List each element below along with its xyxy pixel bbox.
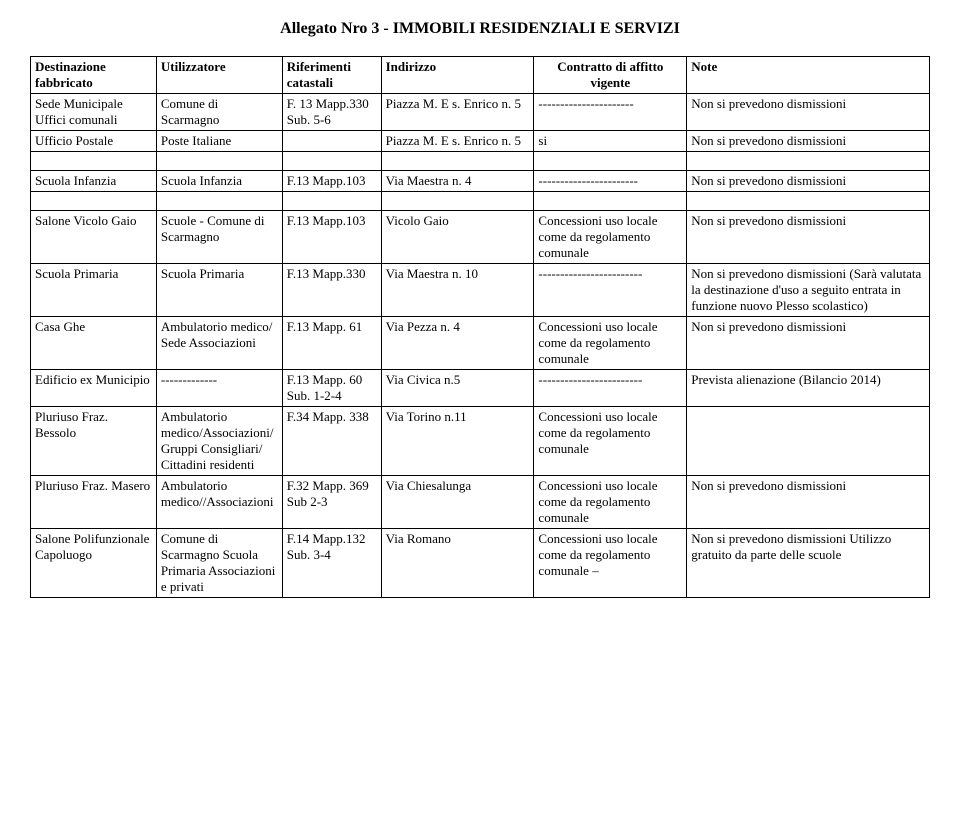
properties-table: Destinazione fabbricato Utilizzatore Rif…	[30, 56, 930, 598]
table-row: Scuola InfanziaScuola InfanziaF.13 Mapp.…	[31, 171, 930, 192]
cell-c6: Non si prevedono dismissioni	[687, 211, 930, 264]
col-indirizzo: Indirizzo	[381, 57, 534, 94]
col-utilizzatore: Utilizzatore	[156, 57, 282, 94]
spacer-cell	[534, 152, 687, 171]
cell-c2: Poste Italiane	[156, 131, 282, 152]
cell-c5: ------------------------	[534, 370, 687, 407]
cell-c2: Ambulatorio medico/ Sede Associazioni	[156, 317, 282, 370]
cell-c2: Scuola Infanzia	[156, 171, 282, 192]
cell-c1: Casa Ghe	[31, 317, 157, 370]
cell-c5: Concessioni uso locale come da regolamen…	[534, 211, 687, 264]
cell-c3: F.13 Mapp.103	[282, 171, 381, 192]
spacer-cell	[282, 152, 381, 171]
cell-c2: Scuole - Comune di Scarmagno	[156, 211, 282, 264]
spacer-cell	[687, 192, 930, 211]
spacer-cell	[381, 192, 534, 211]
cell-c3: F. 13 Mapp.330 Sub. 5-6	[282, 94, 381, 131]
cell-c1: Edificio ex Municipio	[31, 370, 157, 407]
cell-c6: Prevista alienazione (Bilancio 2014)	[687, 370, 930, 407]
spacer-cell	[156, 192, 282, 211]
table-row: Pluriuso Fraz. MaseroAmbulatorio medico/…	[31, 476, 930, 529]
cell-c4: Via Pezza n. 4	[381, 317, 534, 370]
cell-c3: F.13 Mapp.330	[282, 264, 381, 317]
cell-c5: ----------------------	[534, 94, 687, 131]
cell-c6: Non si prevedono dismissioni (Sarà valut…	[687, 264, 930, 317]
table-spacer-row	[31, 192, 930, 211]
cell-c6: Non si prevedono dismissioni	[687, 476, 930, 529]
cell-c5: ------------------------	[534, 264, 687, 317]
cell-c1: Pluriuso Fraz. Masero	[31, 476, 157, 529]
table-header-row: Destinazione fabbricato Utilizzatore Rif…	[31, 57, 930, 94]
cell-c4: Via Romano	[381, 529, 534, 598]
table-row: Salone Polifunzionale CapoluogoComune di…	[31, 529, 930, 598]
cell-c6: Non si prevedono dismissioni	[687, 317, 930, 370]
cell-c3: F.14 Mapp.132 Sub. 3-4	[282, 529, 381, 598]
cell-c1: Scuola Primaria	[31, 264, 157, 317]
col-riferimenti: Riferimenti catastali	[282, 57, 381, 94]
cell-c3	[282, 131, 381, 152]
cell-c3: F.13 Mapp. 61	[282, 317, 381, 370]
cell-c2: Comune di Scarmagno	[156, 94, 282, 131]
cell-c1: Sede Municipale Uffici comunali	[31, 94, 157, 131]
cell-c5: Concessioni uso locale come da regolamen…	[534, 407, 687, 476]
spacer-cell	[31, 192, 157, 211]
cell-c2: Ambulatorio medico/Associazioni/Gruppi C…	[156, 407, 282, 476]
cell-c4: Via Civica n.5	[381, 370, 534, 407]
cell-c5: -----------------------	[534, 171, 687, 192]
cell-c6: Non si prevedono dismissioni	[687, 171, 930, 192]
cell-c2: Ambulatorio medico//Associazioni	[156, 476, 282, 529]
cell-c4: Via Maestra n. 4	[381, 171, 534, 192]
cell-c5: si	[534, 131, 687, 152]
spacer-cell	[282, 192, 381, 211]
spacer-cell	[156, 152, 282, 171]
table-row: Casa GheAmbulatorio medico/ Sede Associa…	[31, 317, 930, 370]
cell-c3: F.13 Mapp.103	[282, 211, 381, 264]
spacer-cell	[687, 152, 930, 171]
cell-c4: Via Maestra n. 10	[381, 264, 534, 317]
cell-c5: Concessioni uso locale come da regolamen…	[534, 317, 687, 370]
table-row: Scuola PrimariaScuola PrimariaF.13 Mapp.…	[31, 264, 930, 317]
col-note: Note	[687, 57, 930, 94]
cell-c4: Vicolo Gaio	[381, 211, 534, 264]
cell-c1: Salone Polifunzionale Capoluogo	[31, 529, 157, 598]
cell-c1: Pluriuso Fraz. Bessolo	[31, 407, 157, 476]
cell-c6	[687, 407, 930, 476]
cell-c5: Concessioni uso locale come da regolamen…	[534, 476, 687, 529]
table-row: Sede Municipale Uffici comunaliComune di…	[31, 94, 930, 131]
cell-c4: Piazza M. E s. Enrico n. 5	[381, 94, 534, 131]
cell-c1: Scuola Infanzia	[31, 171, 157, 192]
cell-c3: F.32 Mapp. 369 Sub 2-3	[282, 476, 381, 529]
col-contratto: Contratto di affitto vigente	[534, 57, 687, 94]
cell-c6: Non si prevedono dismissioni Utilizzo gr…	[687, 529, 930, 598]
table-spacer-row	[31, 152, 930, 171]
cell-c3: F.13 Mapp. 60 Sub. 1-2-4	[282, 370, 381, 407]
cell-c2: Comune di Scarmagno Scuola Primaria Asso…	[156, 529, 282, 598]
cell-c4: Piazza M. E s. Enrico n. 5	[381, 131, 534, 152]
table-row: Salone Vicolo GaioScuole - Comune di Sca…	[31, 211, 930, 264]
table-row: Ufficio PostalePoste Italiane Piazza M. E…	[31, 131, 930, 152]
spacer-cell	[31, 152, 157, 171]
cell-c1: Salone Vicolo Gaio	[31, 211, 157, 264]
table-row: Edificio ex Municipio-------------F.13 M…	[31, 370, 930, 407]
cell-c2: Scuola Primaria	[156, 264, 282, 317]
cell-c2: -------------	[156, 370, 282, 407]
cell-c5: Concessioni uso locale come da regolamen…	[534, 529, 687, 598]
cell-c6: Non si prevedono dismissioni	[687, 94, 930, 131]
cell-c4: Via Chiesalunga	[381, 476, 534, 529]
table-row: Pluriuso Fraz. BessoloAmbulatorio medico…	[31, 407, 930, 476]
cell-c3: F.34 Mapp. 338	[282, 407, 381, 476]
spacer-cell	[534, 192, 687, 211]
cell-c4: Via Torino n.11	[381, 407, 534, 476]
cell-c6: Non si prevedono dismissioni	[687, 131, 930, 152]
spacer-cell	[381, 152, 534, 171]
page-title: Allegato Nro 3 - IMMOBILI RESIDENZIALI E…	[30, 20, 930, 38]
col-destinazione: Destinazione fabbricato	[31, 57, 157, 94]
cell-c1: Ufficio Postale	[31, 131, 157, 152]
